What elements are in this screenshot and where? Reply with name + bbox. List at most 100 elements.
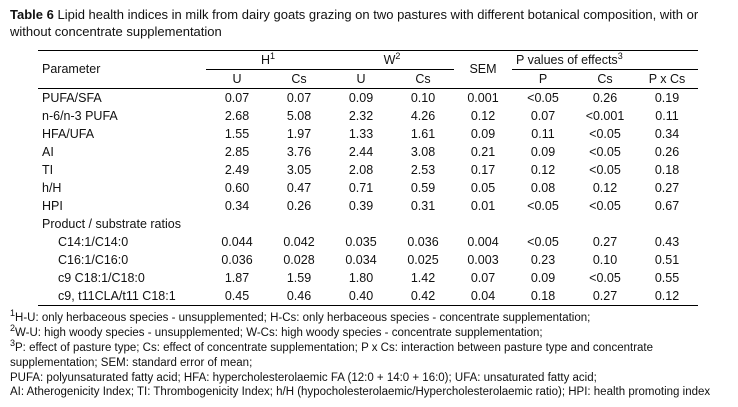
value-cell: 0.26	[286, 198, 312, 213]
column-header-h-u: U	[206, 69, 268, 89]
footnote: AI: Atherogenicity Index; TI: Thrombogen…	[10, 385, 728, 400]
param-cell: PUFA/SFA	[42, 90, 102, 105]
footnote: 3P: effect of pasture type; Cs: effect o…	[10, 337, 728, 371]
param-cell: n-6/n-3 PUFA	[42, 108, 118, 123]
column-header-w-u: U	[330, 69, 392, 89]
value-cell: 1.61	[410, 126, 436, 141]
header-row-groups: Parameter H1 W2 SEM P values of effects3	[38, 49, 698, 89]
value-cell: 0.34	[224, 198, 250, 213]
table-row: h/H 0.60 0.47 0.71 0.59 0.05 0.08 0.12 0…	[38, 179, 698, 197]
value-cell: 0.09	[470, 126, 496, 141]
table-row: TI 2.49 3.05 2.08 2.53 0.17 0.12 <0.05 0…	[38, 161, 698, 179]
value-cell: 3.05	[286, 162, 312, 177]
value-cell: 2.08	[348, 162, 374, 177]
value-cell: 4.26	[410, 108, 436, 123]
value-cell: 0.45	[206, 286, 268, 306]
footnote-marker: 3	[10, 337, 16, 348]
value-cell: 0.025	[407, 252, 439, 267]
value-cell: 0.10	[592, 252, 618, 267]
footnote-text: AI: Atherogenicity Index; TI: Thrombogen…	[10, 386, 711, 399]
group-w-superscript: 2	[395, 50, 401, 61]
value-cell: 0.11	[655, 108, 679, 123]
table-row: c9 C18:1/C18:0 1.87 1.59 1.80 1.42 0.07 …	[38, 269, 698, 287]
value-cell: 0.43	[654, 234, 680, 249]
column-group-h: H1	[206, 49, 330, 70]
value-cell: 1.97	[286, 126, 312, 141]
value-cell: <0.05	[589, 126, 621, 141]
table-caption-text: Lipid health indices in milk from dairy …	[10, 7, 699, 39]
table-row: n-6/n-3 PUFA 2.68 5.08 2.32 4.26 0.12 0.…	[38, 107, 698, 125]
footnotes: 1H-U: only herbaceous species - unsupple…	[10, 308, 728, 401]
value-cell: 0.042	[283, 234, 315, 249]
table-row: C14:1/C14:0 0.044 0.042 0.035 0.036 0.00…	[38, 233, 698, 251]
value-cell: 0.71	[348, 180, 374, 195]
value-cell: 5.08	[286, 108, 312, 123]
param-cell: C16:1/C16:0	[58, 252, 129, 267]
value-cell: 0.001	[467, 90, 499, 105]
param-cell: h/H	[42, 180, 62, 195]
value-cell: 2.49	[224, 162, 250, 177]
header-row-subcolumns: U Cs U Cs P Cs P x Cs	[38, 69, 698, 89]
table-row: HPI 0.34 0.26 0.39 0.31 0.01 <0.05 <0.05…	[38, 197, 698, 215]
value-cell: 0.26	[592, 90, 618, 105]
value-cell: 0.034	[345, 252, 377, 267]
value-cell: 0.18	[512, 286, 574, 306]
group-h-superscript: 1	[270, 50, 276, 61]
table-row: c9, t11CLA/t11 C18:1 0.45 0.46 0.40 0.42…	[38, 286, 698, 306]
value-cell: 0.09	[530, 270, 556, 285]
table-row: PUFA/SFA 0.07 0.07 0.09 0.10 0.001 <0.05…	[38, 88, 698, 107]
value-cell: 0.08	[530, 180, 556, 195]
section-heading: Product / substrate ratios	[42, 216, 181, 231]
value-cell: 0.26	[654, 144, 680, 159]
value-cell: 0.27	[592, 234, 618, 249]
value-cell: 0.044	[221, 234, 253, 249]
value-cell: 0.19	[654, 90, 680, 105]
table-row: AI 2.85 3.76 2.44 3.08 0.21 0.09 <0.05 0…	[38, 143, 698, 161]
value-cell: 1.42	[410, 270, 436, 285]
footnote-text: W-U: high woody species - unsupplemented…	[15, 326, 543, 339]
value-cell: 0.18	[654, 162, 680, 177]
param-cell: HFA/UFA	[42, 126, 95, 141]
value-cell: 2.85	[224, 144, 250, 159]
value-cell: 0.004	[467, 234, 499, 249]
value-cell: 0.42	[392, 286, 454, 306]
column-header-cs: Cs	[574, 69, 636, 89]
value-cell: 3.76	[286, 144, 312, 159]
value-cell: 0.003	[467, 252, 499, 267]
value-cell: 0.46	[268, 286, 330, 306]
value-cell: <0.05	[589, 162, 621, 177]
value-cell: 0.51	[654, 252, 680, 267]
value-cell: 0.01	[470, 198, 496, 213]
footnote-text: P: effect of pasture type; Cs: effect of…	[10, 341, 654, 369]
value-cell: 0.59	[410, 180, 436, 195]
value-cell: 0.036	[407, 234, 439, 249]
value-cell: 0.12	[636, 286, 698, 306]
value-cell: 0.23	[530, 252, 556, 267]
footnote: 2W-U: high woody species - unsupplemente…	[10, 323, 728, 341]
param-cell: C14:1/C14:0	[58, 234, 129, 249]
table-row: C16:1/C16:0 0.036 0.028 0.034 0.025 0.00…	[38, 251, 698, 269]
footnote: 1H-U: only herbaceous species - unsupple…	[10, 308, 728, 326]
value-cell: 0.40	[330, 286, 392, 306]
value-cell: 0.07	[224, 90, 250, 105]
table-caption-label: Table 6	[10, 7, 54, 22]
value-cell: <0.05	[589, 270, 621, 285]
value-cell: 0.27	[574, 286, 636, 306]
column-header-w-cs: Cs	[392, 69, 454, 89]
column-group-w: W2	[330, 49, 454, 70]
group-w-label: W	[383, 52, 396, 67]
param-cell: c9, t11CLA/t11 C18:1	[38, 286, 206, 306]
value-cell: 0.47	[286, 180, 312, 195]
value-cell: 0.036	[221, 252, 253, 267]
value-cell: 1.55	[224, 126, 250, 141]
footnote-text: PUFA: polyunsaturated fatty acid; HFA: h…	[10, 371, 597, 384]
value-cell: 2.44	[348, 144, 374, 159]
group-p-label: P values of effects	[516, 52, 618, 67]
value-cell: 1.87	[224, 270, 250, 285]
value-cell: 0.10	[410, 90, 436, 105]
value-cell: 3.08	[410, 144, 436, 159]
value-cell: 1.33	[348, 126, 374, 141]
value-cell: 0.21	[470, 144, 496, 159]
value-cell: <0.05	[589, 198, 621, 213]
value-cell: 0.07	[530, 108, 556, 123]
